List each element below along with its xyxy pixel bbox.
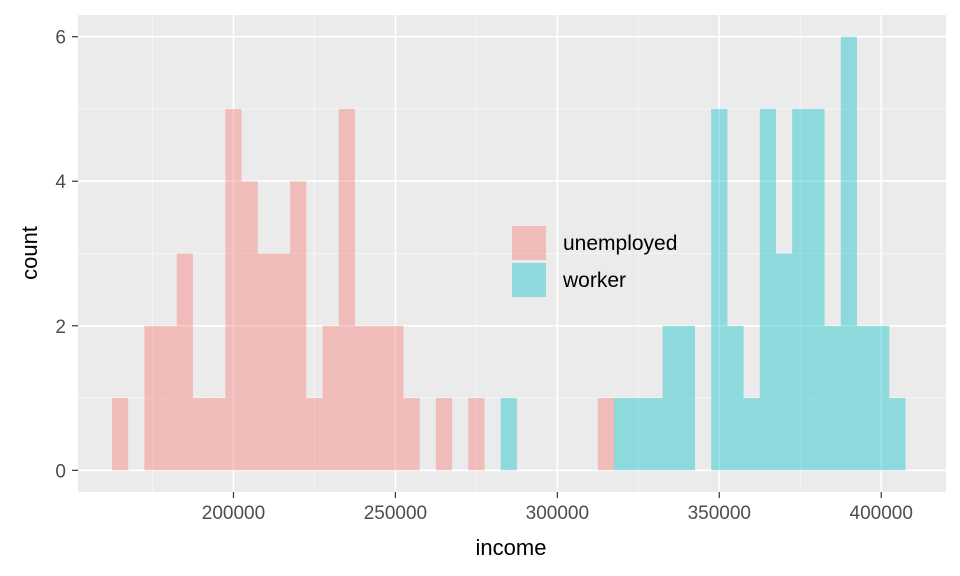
legend-label-unemployed: unemployed [563, 232, 677, 255]
histogram-bar-worker [711, 108, 728, 471]
histogram-bar-unemployed [403, 398, 420, 471]
histogram-bar-worker [662, 325, 679, 471]
histogram-bar-worker [727, 325, 744, 471]
histogram-bar-worker [500, 398, 517, 471]
grid-lines [78, 15, 946, 492]
histogram-bar-unemployed [112, 398, 129, 471]
histogram-bar-worker [840, 36, 857, 471]
histogram-bar-unemployed [597, 398, 615, 471]
y-axis-title: count [17, 226, 42, 280]
x-tick-label: 400000 [850, 503, 913, 524]
x-axis-ticks: 200000 250000 300000 350000 400000 [202, 492, 913, 524]
histogram-bar-unemployed [290, 181, 307, 471]
y-axis-ticks: 0 2 4 6 [55, 28, 78, 482]
x-tick-label: 250000 [364, 503, 427, 524]
histogram-bar-worker [775, 253, 793, 471]
y-tick-label: 2 [55, 317, 66, 338]
legend-key-unemployed [512, 226, 546, 260]
histogram-bar-worker [792, 108, 809, 471]
x-axis-title: income [476, 535, 547, 560]
bars [112, 36, 906, 471]
histogram-bar-worker [808, 108, 825, 471]
histogram-bar-unemployed [387, 325, 404, 471]
x-tick-label: 350000 [688, 503, 751, 524]
legend-key-worker [512, 263, 546, 297]
y-tick-label: 0 [55, 461, 66, 482]
y-tick-label: 4 [55, 172, 66, 193]
legend: unemployed worker [512, 226, 677, 297]
histogram-bar-unemployed [354, 325, 372, 471]
histogram-bar-worker [873, 325, 890, 471]
histogram-bar-unemployed [209, 398, 226, 471]
histogram-bar-unemployed [257, 253, 274, 471]
histogram-bar-unemployed [322, 325, 339, 471]
histogram-bar-worker [759, 108, 776, 471]
y-tick-label: 6 [55, 28, 66, 49]
histogram-bar-unemployed [192, 398, 210, 471]
histogram-bar-worker [856, 325, 874, 471]
histogram-bar-unemployed [144, 325, 161, 471]
histogram-bar-worker [646, 398, 663, 471]
legend-label-worker: worker [562, 269, 626, 292]
histogram-bar-worker [678, 325, 695, 471]
histogram-bar-unemployed [225, 108, 242, 471]
histogram-bar-unemployed [338, 108, 355, 471]
histogram-bar-worker [824, 325, 841, 471]
histogram-bar-worker [743, 398, 760, 471]
histogram-bar-worker [889, 398, 906, 471]
histogram-bar-unemployed [273, 253, 291, 471]
histogram-bar-unemployed [241, 181, 258, 471]
histogram-bar-unemployed [371, 325, 388, 471]
histogram-bar-unemployed [176, 253, 193, 471]
x-tick-label: 300000 [526, 503, 589, 524]
histogram-bar-unemployed [468, 398, 485, 471]
histogram-bar-worker [630, 398, 647, 471]
x-tick-label: 200000 [202, 503, 265, 524]
histogram-bar-unemployed [306, 398, 323, 471]
histogram-bar-unemployed [160, 325, 177, 471]
histogram-bar-worker [614, 398, 631, 471]
histogram-bar-unemployed [435, 398, 453, 471]
